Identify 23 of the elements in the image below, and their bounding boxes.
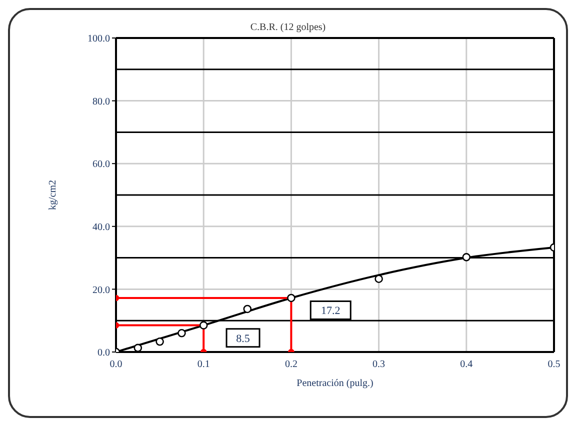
point — [462, 253, 471, 262]
y-tick-label: 20.0 — [92, 284, 110, 296]
y-axis-title: kg/cm2 — [48, 180, 59, 210]
y-tick-label: 100.0 — [88, 34, 110, 45]
chart-title: C.B.R. (12 golpes) — [250, 22, 326, 33]
x-tick-label: 0.3 — [372, 359, 386, 370]
x-tick-label: 0.0 — [110, 359, 122, 370]
x-tick-label: 0.5 — [548, 359, 560, 370]
y-tick-label: 60.0 — [92, 159, 110, 170]
point — [156, 337, 164, 346]
point — [243, 304, 252, 314]
point — [134, 344, 142, 352]
point — [374, 274, 383, 283]
y-tick-label: 80.0 — [92, 96, 110, 108]
x-tick-label: 0.2 — [284, 359, 298, 370]
x-tick-label: 0.1 — [197, 359, 210, 370]
annotation: 8.5 — [236, 332, 250, 345]
point — [178, 329, 186, 338]
y-tick-label: 40.0 — [92, 222, 110, 233]
x-tick-label: 0.4 — [460, 359, 473, 370]
annotation: 17.2 — [320, 305, 340, 318]
y-tick-label: 0.0 — [98, 348, 110, 359]
x-axis-title: Penetración (pulg.) — [296, 378, 374, 389]
